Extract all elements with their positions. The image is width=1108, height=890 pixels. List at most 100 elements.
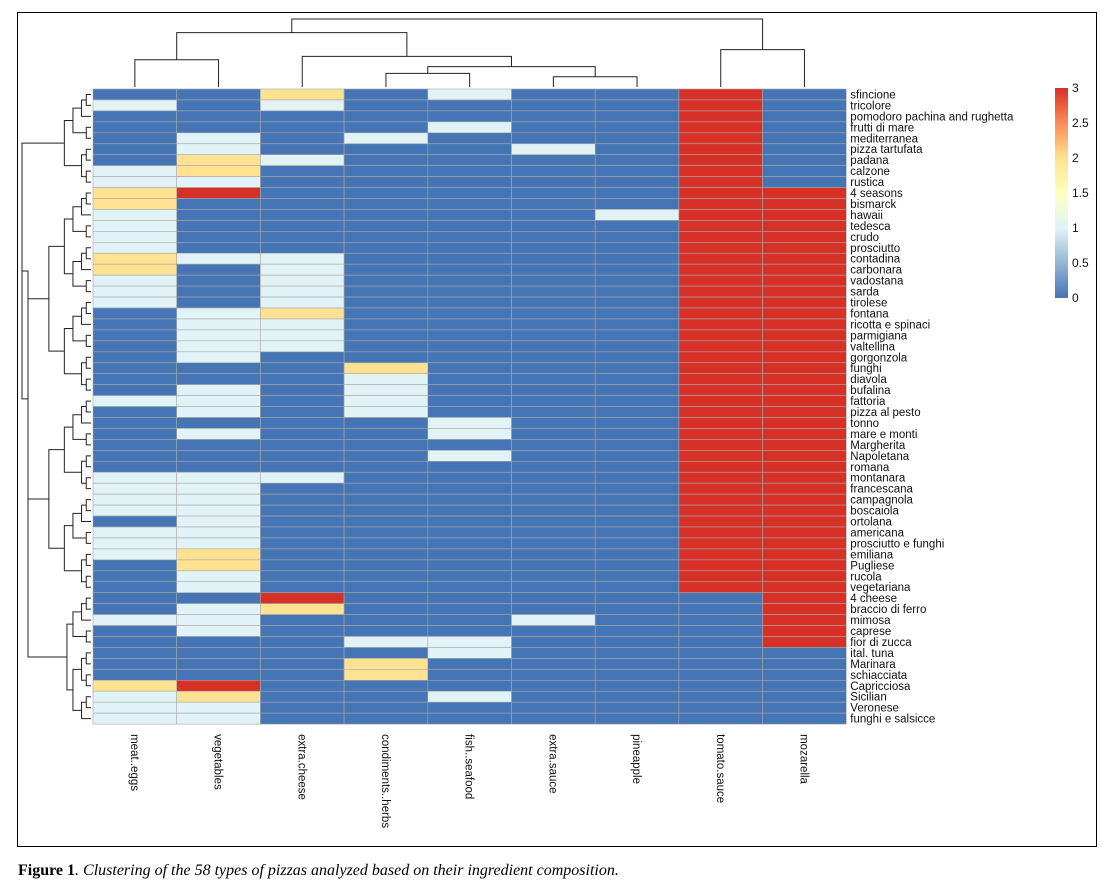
- row-label-calzone: calzone: [850, 166, 890, 178]
- heatmap-cell: [92, 220, 177, 232]
- heatmap-cell: [427, 570, 512, 583]
- heatmap-cell: [260, 329, 345, 342]
- heatmap-cell: [343, 570, 429, 583]
- heatmap-cell: [427, 307, 512, 320]
- heatmap-cell: [343, 362, 429, 374]
- heatmap-cell: [92, 121, 177, 134]
- row-dendro-link: [85, 597, 91, 610]
- heatmap-cell: [176, 88, 261, 101]
- heatmap-cell: [260, 493, 345, 506]
- heatmap-cell: [176, 504, 261, 517]
- heatmap-cell: [762, 570, 847, 583]
- heatmap-cell: [176, 450, 261, 462]
- heatmap-cell: [260, 570, 345, 583]
- heatmap-cell: [594, 537, 680, 550]
- heatmap-cell: [260, 690, 345, 703]
- heatmap-cell: [260, 548, 345, 561]
- heatmap-cell: [92, 548, 177, 561]
- heatmap-cell: [176, 548, 261, 561]
- legend-tick-label: 0: [1072, 291, 1079, 305]
- heatmap-cell: [762, 581, 847, 593]
- heatmap-cell: [594, 362, 680, 374]
- heatmap-cell: [92, 110, 177, 123]
- heatmap-cell: [678, 559, 763, 572]
- heatmap-cell: [511, 679, 596, 692]
- heatmap-cell: [176, 592, 261, 604]
- heatmap-cell: [176, 614, 261, 626]
- heatmap-cell: [92, 504, 177, 517]
- row-label-rustica: rustica: [850, 177, 884, 189]
- heatmap-cell: [343, 636, 429, 648]
- row-label-ortolana: ortolana: [850, 517, 892, 529]
- heatmap-cell: [511, 504, 596, 517]
- heatmap-cell: [511, 176, 596, 188]
- heatmap-cell: [594, 395, 680, 407]
- heatmap-cell: [678, 198, 763, 210]
- legend-tick-label: 0.5: [1072, 256, 1089, 270]
- row-label-emiliana: emiliana: [850, 549, 893, 561]
- heatmap-cell: [343, 143, 429, 155]
- heatmap-cell: [260, 318, 345, 331]
- row-label-campagnola: campagnola: [850, 495, 913, 507]
- heatmap-cell: [427, 515, 512, 528]
- heatmap-cell: [511, 318, 596, 331]
- heatmap-cell: [92, 307, 177, 320]
- heatmap-cell: [678, 450, 763, 462]
- heatmap-cell: [343, 340, 429, 353]
- heatmap-cell: [260, 439, 345, 451]
- heatmap-cell: [762, 669, 847, 681]
- heatmap-cell: [427, 592, 512, 604]
- row-dendro-link: [85, 93, 91, 106]
- heatmap-cell: [594, 154, 680, 166]
- heatmap-cell: [511, 165, 596, 177]
- heatmap-cell: [511, 690, 596, 703]
- heatmap-cell: [176, 252, 261, 265]
- heatmap-cell: [427, 274, 512, 287]
- heatmap-cell: [678, 471, 763, 484]
- heatmap-cell: [343, 351, 429, 364]
- row-label-napoletana: Napoletana: [850, 451, 909, 463]
- row-dendro-link: [81, 154, 87, 178]
- heatmap-cell: [678, 647, 763, 659]
- row-dendro-link: [85, 455, 91, 468]
- heatmap-cell: [92, 384, 177, 396]
- heatmap-cell: [427, 351, 512, 364]
- heatmap-cell: [343, 165, 429, 177]
- heatmap-cell: [92, 263, 177, 276]
- heatmap-cell: [594, 614, 680, 626]
- heatmap-cell: [678, 88, 763, 101]
- heatmap-cell: [427, 658, 512, 670]
- heatmap-cell: [511, 471, 596, 484]
- heatmap-cell: [762, 658, 847, 670]
- heatmap-cell: [678, 428, 763, 440]
- row-label-bismarck: bismarck: [850, 199, 896, 211]
- heatmap-cell: [260, 712, 345, 725]
- heatmap-cell: [92, 428, 177, 440]
- heatmap-cell: [762, 592, 847, 604]
- heatmap-cell: [594, 329, 680, 342]
- heatmap-cell: [678, 669, 763, 681]
- heatmap-cell: [260, 581, 345, 593]
- heatmap-cell: [678, 285, 763, 298]
- row-label-funghi-e-salsicce: funghi e salsicce: [850, 714, 935, 726]
- row-label-pizza-al-pesto: pizza al pesto: [850, 407, 920, 419]
- heatmap-cell: [594, 384, 680, 396]
- heatmap-cell: [343, 329, 429, 342]
- heatmap-cell: [762, 329, 847, 342]
- heatmap-cell: [762, 504, 847, 517]
- heatmap-cell: [511, 187, 596, 199]
- heatmap-cell: [92, 614, 177, 626]
- heatmap-cell: [260, 625, 345, 637]
- heatmap-cell: [427, 603, 512, 615]
- heatmap-cell: [594, 373, 680, 385]
- heatmap-cell: [343, 187, 429, 199]
- heatmap-cell: [260, 384, 345, 396]
- heatmap-cell: [678, 296, 763, 309]
- heatmap-cell: [176, 263, 261, 276]
- row-dendro-link: [66, 623, 73, 691]
- heatmap-cell: [92, 493, 177, 506]
- heatmap-cell: [343, 231, 429, 243]
- heatmap-cell: [260, 647, 345, 659]
- heatmap-cell: [762, 384, 847, 396]
- heatmap-cell: [511, 209, 596, 221]
